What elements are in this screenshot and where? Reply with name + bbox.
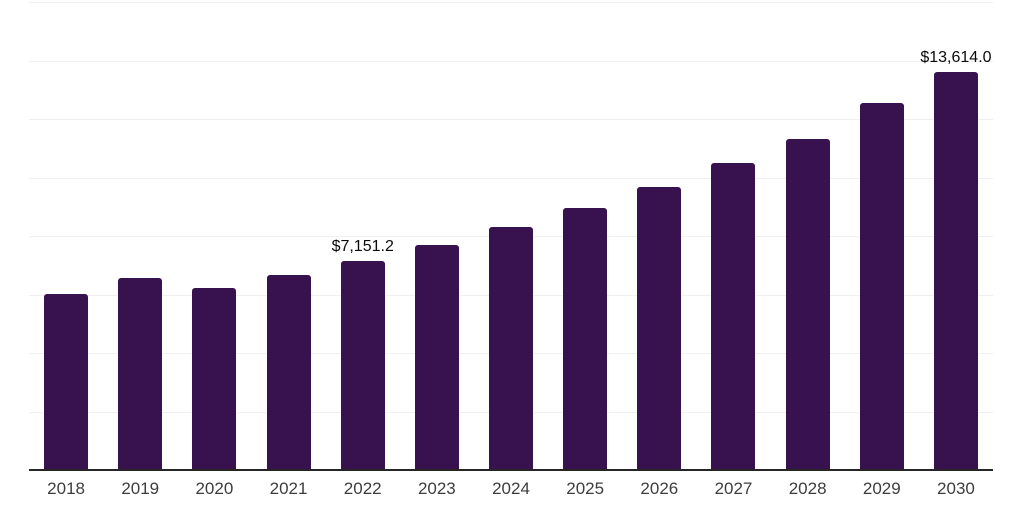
bar[interactable] xyxy=(414,244,459,470)
bar-slot: $7,151.2 xyxy=(326,2,400,470)
x-axis-tick-label: 2022 xyxy=(343,479,382,498)
bar[interactable] xyxy=(785,138,830,470)
x-axis-tick-label: 2019 xyxy=(121,479,160,498)
gridline xyxy=(29,60,993,62)
bar-slot xyxy=(251,2,325,470)
bar[interactable] xyxy=(637,186,682,470)
x-axis-tick-label: 2026 xyxy=(640,479,679,498)
bar[interactable] xyxy=(340,260,385,470)
bar-slot xyxy=(845,2,919,470)
x-axis-tick-label: 2023 xyxy=(417,479,456,498)
gridline xyxy=(29,119,993,120)
bar[interactable] xyxy=(711,163,756,470)
x-axis-line xyxy=(29,469,993,471)
bar[interactable] xyxy=(489,226,534,470)
bar[interactable] xyxy=(933,71,978,470)
bar-slot xyxy=(771,2,845,470)
gridline xyxy=(29,177,993,179)
x-axis-labels: 2018 2019 2020 2021 2022 2023 2024 2025 … xyxy=(29,480,993,497)
bar[interactable] xyxy=(859,102,904,470)
x-axis-tick-label: 2028 xyxy=(788,479,827,498)
plot-area: $7,151.2 $13,614.0 xyxy=(29,2,993,470)
bar-slot xyxy=(103,2,177,470)
bar-slot xyxy=(548,2,622,470)
bar-slot xyxy=(29,2,103,470)
bars: $7,151.2 $13,614.0 xyxy=(29,2,993,470)
bar-value-label: $13,614.0 xyxy=(920,48,992,66)
gridline xyxy=(29,2,993,3)
bar[interactable] xyxy=(44,294,89,470)
bar[interactable] xyxy=(192,288,237,470)
bar-slot xyxy=(400,2,474,470)
bar-slot: $13,614.0 xyxy=(919,2,993,470)
bar[interactable] xyxy=(266,274,311,470)
x-axis-tick-label: 2021 xyxy=(269,479,308,498)
x-axis-tick-label: 2018 xyxy=(47,479,85,498)
bar-slot xyxy=(474,2,548,470)
bar[interactable] xyxy=(118,278,163,470)
bar[interactable] xyxy=(563,207,608,470)
x-axis-tick-label: 2027 xyxy=(714,479,753,498)
bar-value-label: $7,151.2 xyxy=(331,237,394,255)
x-axis-tick-label: 2020 xyxy=(195,479,234,498)
bar-slot xyxy=(177,2,251,470)
x-axis-tick-label: 2025 xyxy=(566,479,605,498)
x-axis-tick-label: 2024 xyxy=(492,479,530,498)
bar-slot xyxy=(696,2,770,470)
x-axis-tick-label: 2029 xyxy=(862,479,901,498)
x-axis-tick-label: 2030 xyxy=(937,479,975,498)
bar-slot xyxy=(622,2,696,470)
